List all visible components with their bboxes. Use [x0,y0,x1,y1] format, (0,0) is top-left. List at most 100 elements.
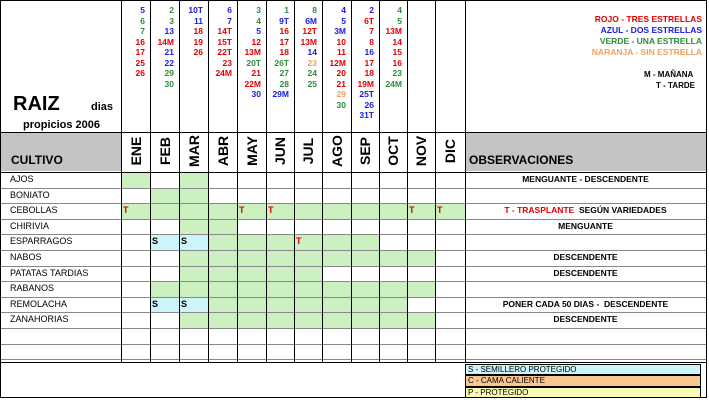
fill-cell [294,312,322,328]
header-cultivo-bg [1,133,121,171]
column-line [435,1,436,363]
cell-mark: S [152,298,159,309]
day-label: 7 [140,26,145,36]
header-observaciones: OBSERVACIONES [469,153,574,167]
row-line [1,359,706,361]
column-line [379,1,380,363]
row-line [1,218,706,220]
fill-cell [266,234,294,250]
header-obs-bg [465,133,706,171]
observation-text: DESCENDENTE [465,252,706,262]
day-label: 24M [215,68,232,78]
day-label: 29M [272,89,289,99]
fill-cell [351,203,379,219]
fill-cell [294,265,322,282]
row-line [1,281,706,283]
column-line [208,1,209,363]
fill-cell [379,203,407,219]
column-line [294,1,295,363]
row-line [1,343,706,345]
day-label: 16 [279,26,289,36]
fill-cell [208,218,237,235]
day-label: 23 [222,57,232,68]
column-line [121,1,122,363]
month-header-jun: JUN [272,137,288,166]
day-label: 22 [164,57,174,68]
fill-cell [294,281,322,297]
day-label: 12M [329,57,346,68]
day-label: 18 [279,47,289,57]
column-line [266,1,267,363]
seedbed-cell [150,296,179,313]
legend-tarde: T - TARDE [656,81,695,90]
crop-name: PATATAS TARDIAS [10,267,89,278]
observation-text: DESCENDENTE [465,314,706,324]
day-label: 10T [188,5,203,15]
row-line [1,234,706,236]
legend-box-label: P - PROTEGIDO [468,387,529,397]
fill-cell [322,203,351,219]
day-label: 11 [337,47,346,57]
fill-cell [379,312,407,328]
fill-cell [322,234,351,250]
day-label: 14 [307,47,317,57]
day-label: 24M [385,78,402,89]
row-line [1,250,706,251]
title-subtitle: propicios 2006 [23,119,101,131]
title-dias: dias [91,101,114,113]
crop-name: BONIATO [10,189,50,200]
month-header-abr: ABR [214,135,231,167]
day-label: 26 [364,99,374,110]
month-header-dic: DIC [442,138,458,164]
fill-cell [208,265,237,282]
observation-segment: T - TRASPLANTE [504,205,575,216]
fill-cell [237,296,266,313]
day-label: 6M [305,15,317,26]
day-label: 15T [217,36,232,47]
fill-cell [322,296,351,313]
month-header-mar: MAR [185,135,202,167]
day-label: 13M [385,26,402,36]
day-label: 31T [359,110,374,120]
fill-cell [208,296,237,313]
day-label: 20T [246,57,261,68]
day-label: 7 [227,15,232,26]
day-label: 13 [164,26,174,36]
day-label: 12T [302,26,317,36]
day-label: 1 [284,5,289,15]
day-label: 4 [397,5,402,15]
day-label: 21 [336,78,346,89]
month-header-feb: FEB [156,137,173,165]
day-label: 2 [369,5,374,15]
observation-segment: MENGUANTE - DESCENDENTE [522,174,649,184]
fill-cell [179,218,208,235]
cell-mark: T [409,205,415,216]
day-label: 6 [140,15,145,26]
fill-cell [351,281,379,297]
day-label: 3 [169,15,174,26]
observation-text: PONER CADA 50 DIAS - DESCENDENTE [465,299,706,309]
day-label: 25 [135,57,145,68]
column-line [237,1,238,363]
fill-cell [179,281,208,297]
day-label: 3 [256,5,261,15]
day-label: 16 [392,57,402,68]
crop-name: RABANOS [10,283,55,294]
legend-entry: ROJO - TRES ESTRELLAS [594,14,702,24]
day-label: 6T [364,15,374,26]
day-label: 5 [341,15,346,26]
crop-name: ESPARRAGOS [10,236,73,247]
fill-cell [294,296,322,313]
fill-cell [179,265,208,282]
fill-cell [407,281,435,297]
cell-mark: T [268,205,274,216]
fill-cell [266,281,294,297]
fill-cell [322,281,351,297]
month-header-sep: SEP [357,137,373,166]
fill-cell [379,296,407,313]
fill-cell [121,203,150,219]
day-label: 13M [244,47,261,57]
legend-box-label: C - CAMA CALIENTE [468,376,545,386]
month-header-nov: NOV [413,135,429,167]
